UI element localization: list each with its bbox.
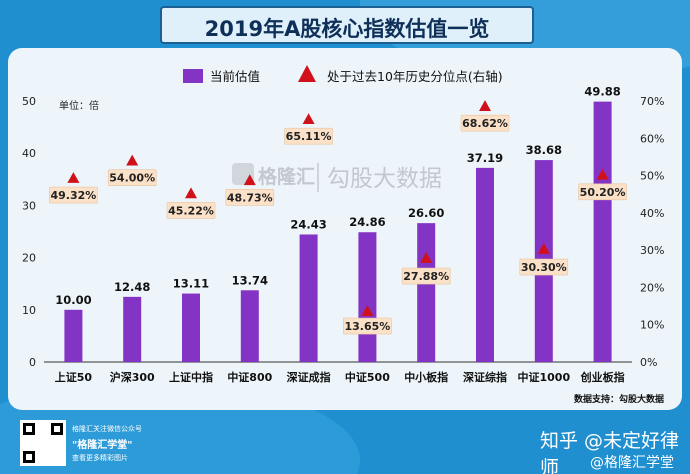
legend-swatch-markers	[298, 65, 316, 82]
bar	[593, 101, 612, 362]
footer-promo: 格隆汇关注微信公众号 "格隆汇学堂" 查看更多精彩图片	[72, 424, 142, 463]
marker-label: 49.32%	[50, 189, 96, 202]
y-left-tick-label: 50	[22, 95, 36, 108]
y-right-tick-label: 30%	[640, 244, 664, 257]
bar	[476, 167, 494, 362]
qr-code	[20, 420, 66, 466]
zhihu-sub-watermark: @格隆汇学堂	[590, 455, 674, 471]
bar	[358, 232, 377, 362]
bar-value-label: 13.74	[232, 273, 268, 287]
marker-triangle	[185, 187, 197, 199]
x-tick-label: 中证1000	[517, 370, 570, 384]
marker-label-box	[49, 186, 98, 204]
marker-label-box	[166, 202, 216, 219]
marker-triangle	[67, 172, 80, 183]
marker-label: 45.22%	[168, 204, 214, 217]
bar-value-label: 38.68	[526, 143, 562, 157]
bar-value-label: 10.00	[55, 293, 91, 307]
legend-swatch-bars	[183, 69, 203, 83]
legend-label-bars: 当前估值	[210, 69, 260, 84]
bar-value-label: 24.43	[290, 217, 326, 231]
marker-triangle	[361, 305, 374, 316]
marker-triangle	[537, 243, 550, 254]
chart-title: 2019年A股核心指数估值一览	[204, 17, 490, 41]
marker-label: 30.30%	[521, 261, 567, 274]
y-left-tick-label: 10	[22, 304, 36, 317]
x-tick-label: 上证50	[55, 370, 93, 384]
x-tick-label: 创业板指	[580, 370, 625, 384]
watermark-text: 勾股大数据	[327, 166, 442, 192]
y-left-tick-label: 40	[22, 147, 36, 160]
marker-label-box	[519, 258, 569, 276]
bar	[64, 309, 83, 362]
marker-label-box	[343, 317, 392, 335]
bar-value-label: 37.19	[467, 151, 503, 165]
watermark-logo: 格隆汇	[258, 165, 315, 188]
marker-triangle	[126, 154, 139, 166]
x-tick-label: 中证500	[345, 370, 390, 384]
y-right-tick-label: 40%	[640, 207, 664, 220]
marker-label-box	[578, 183, 627, 201]
y-right-tick-label: 50%	[640, 170, 664, 183]
bar-value-label: 13.11	[173, 277, 209, 291]
chart-panel	[8, 48, 682, 410]
y-left-tick-label: 30	[22, 199, 36, 212]
bar	[182, 293, 200, 362]
qr-finder-top-right	[51, 423, 63, 435]
bar	[123, 296, 142, 362]
marker-triangle	[596, 168, 609, 180]
marker-label: 68.62%	[462, 117, 508, 130]
marker-label-box	[460, 114, 510, 132]
x-tick-label: 上证中指	[169, 370, 213, 384]
bar	[417, 223, 436, 362]
marker-triangle	[420, 252, 433, 263]
footer-line3: 查看更多精彩图片	[72, 454, 128, 462]
bar-value-label: 26.60	[408, 206, 444, 220]
marker-label-box	[401, 267, 451, 285]
qr-finder-top-left	[23, 423, 35, 435]
y-left-tick-label: 0	[29, 356, 36, 369]
unit-label: 单位：倍	[59, 99, 99, 112]
x-tick-label: 深证综指	[463, 370, 507, 384]
source-note: 数据支持：勾股大数据	[574, 393, 664, 405]
marker-label: 65.11%	[286, 130, 332, 143]
y-right-tick-label: 0%	[640, 356, 657, 369]
marker-label-box	[284, 127, 333, 145]
y-right-tick-label: 70%	[640, 95, 664, 108]
marker-label: 13.65%	[344, 320, 390, 333]
footer-line2: "格隆汇学堂"	[72, 440, 133, 451]
marker-triangle	[479, 100, 491, 111]
y-right-tick-label: 10%	[640, 319, 664, 332]
marker-label: 54.00%	[109, 172, 155, 185]
bar-value-label: 12.48	[114, 280, 150, 294]
bar	[299, 234, 318, 362]
y-right-tick-label: 60%	[640, 132, 664, 145]
bar-value-label: 24.86	[349, 215, 385, 229]
footer-line1: 格隆汇关注微信公众号	[72, 425, 142, 433]
marker-label: 27.88%	[403, 270, 449, 283]
bar-value-label: 49.88	[584, 85, 620, 99]
zhihu-watermark: 知乎 @未定好律师	[540, 430, 680, 474]
marker-triangle	[302, 113, 315, 125]
y-right-tick-label: 20%	[640, 281, 664, 294]
marker-label-box	[225, 189, 275, 206]
marker-label: 50.20%	[580, 186, 626, 199]
marker-label: 48.73%	[227, 191, 273, 204]
x-tick-label: 中小板指	[404, 370, 448, 384]
marker-triangle	[243, 174, 256, 186]
y-left-tick-label: 20	[22, 252, 36, 265]
x-tick-label: 沪深300	[110, 370, 155, 384]
legend-label-markers: 处于过去10年历史分位点(右轴)	[327, 69, 503, 84]
qr-finder-bottom-left	[23, 451, 35, 463]
title-banner: 2019年A股核心指数估值一览	[160, 6, 534, 44]
marker-label-box	[107, 169, 157, 186]
x-tick-label: 中证800	[227, 370, 272, 384]
x-tick-label: 深证成指	[287, 370, 331, 384]
bar	[240, 290, 259, 362]
